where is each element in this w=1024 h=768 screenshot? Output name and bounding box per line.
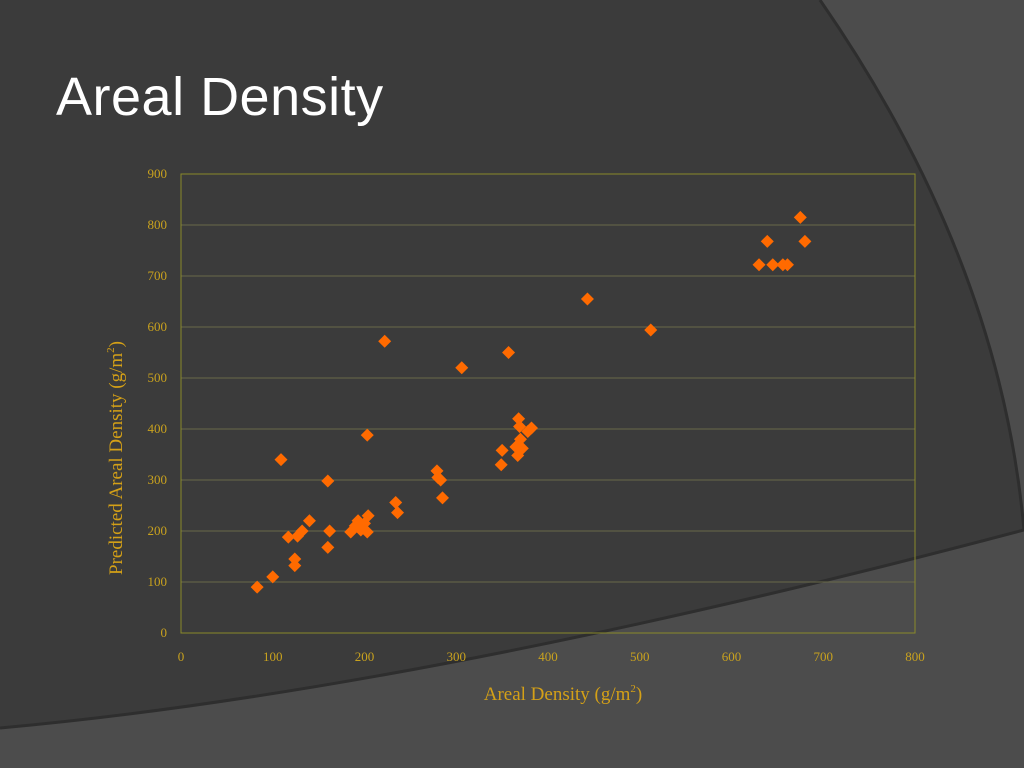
data-points <box>250 210 812 594</box>
data-point <box>274 453 288 467</box>
data-point <box>321 474 335 488</box>
x-tick-label: 400 <box>538 649 558 664</box>
y-tick-label: 300 <box>148 472 168 487</box>
data-point <box>766 258 780 272</box>
y-tick-label: 900 <box>148 166 168 181</box>
data-point <box>495 443 509 457</box>
data-point <box>323 524 337 538</box>
data-point <box>295 524 309 538</box>
data-point <box>760 234 774 248</box>
data-point <box>644 323 658 337</box>
data-point <box>435 491 449 505</box>
data-point <box>288 552 302 566</box>
y-axis-title-superscript: 2 <box>105 347 117 353</box>
data-point <box>360 525 374 539</box>
x-tick-label: 500 <box>630 649 650 664</box>
x-tick-label: 300 <box>447 649 467 664</box>
x-axis-title-close: ) <box>636 684 642 705</box>
plot-area-frame <box>180 173 916 634</box>
data-point <box>502 346 516 359</box>
slide-title: Areal Density <box>56 67 384 127</box>
data-point <box>793 210 807 224</box>
data-point <box>389 495 403 509</box>
data-point <box>752 258 766 272</box>
data-point <box>580 292 594 306</box>
y-tick-label: 200 <box>148 523 168 538</box>
data-point <box>780 258 794 272</box>
data-point <box>281 530 295 544</box>
data-point <box>798 234 812 248</box>
y-axis-title-main: Predicted Areal Density (g/m <box>106 353 127 575</box>
x-axis-title-main: Areal Density (g/m <box>484 684 631 705</box>
data-point <box>302 514 316 528</box>
x-tick-label: 600 <box>722 649 742 664</box>
y-axis-title-close: ) <box>106 341 127 347</box>
y-tick-label: 400 <box>148 421 168 436</box>
data-point <box>288 559 302 573</box>
x-tick-label: 800 <box>905 649 925 664</box>
y-tick-label: 800 <box>148 217 168 232</box>
data-point <box>360 428 374 442</box>
data-point <box>515 441 529 455</box>
y-axis-ticks: 0 100 200 300 400 500 600 700 800 900 <box>148 166 168 640</box>
y-tick-label: 500 <box>148 370 168 385</box>
data-point <box>513 432 527 446</box>
x-tick-label: 700 <box>814 649 834 664</box>
data-point <box>455 361 469 375</box>
gridlines <box>181 224 915 583</box>
y-tick-label: 700 <box>148 268 168 283</box>
data-point <box>250 580 264 594</box>
data-point <box>512 412 526 426</box>
y-axis-title: Predicted Areal Density (g/m2) <box>105 341 127 575</box>
data-point <box>361 509 375 523</box>
data-point <box>378 334 392 348</box>
y-tick-label: 0 <box>161 625 168 640</box>
data-point <box>494 458 508 472</box>
data-point <box>321 540 335 554</box>
x-tick-label: 200 <box>355 649 375 664</box>
data-point <box>513 419 527 433</box>
x-tick-label: 100 <box>263 649 283 664</box>
x-axis-title-superscript: 2 <box>630 683 636 695</box>
x-axis-title: Areal Density (g/m2) <box>484 683 643 705</box>
data-point <box>266 570 280 584</box>
data-point <box>434 473 448 487</box>
x-tick-label: 0 <box>178 649 185 664</box>
x-axis-ticks: 0 100 200 300 400 500 600 700 800 <box>178 649 925 664</box>
y-tick-label: 100 <box>148 574 168 589</box>
data-point <box>391 506 405 520</box>
y-tick-label: 600 <box>148 319 168 334</box>
data-point <box>524 421 538 435</box>
